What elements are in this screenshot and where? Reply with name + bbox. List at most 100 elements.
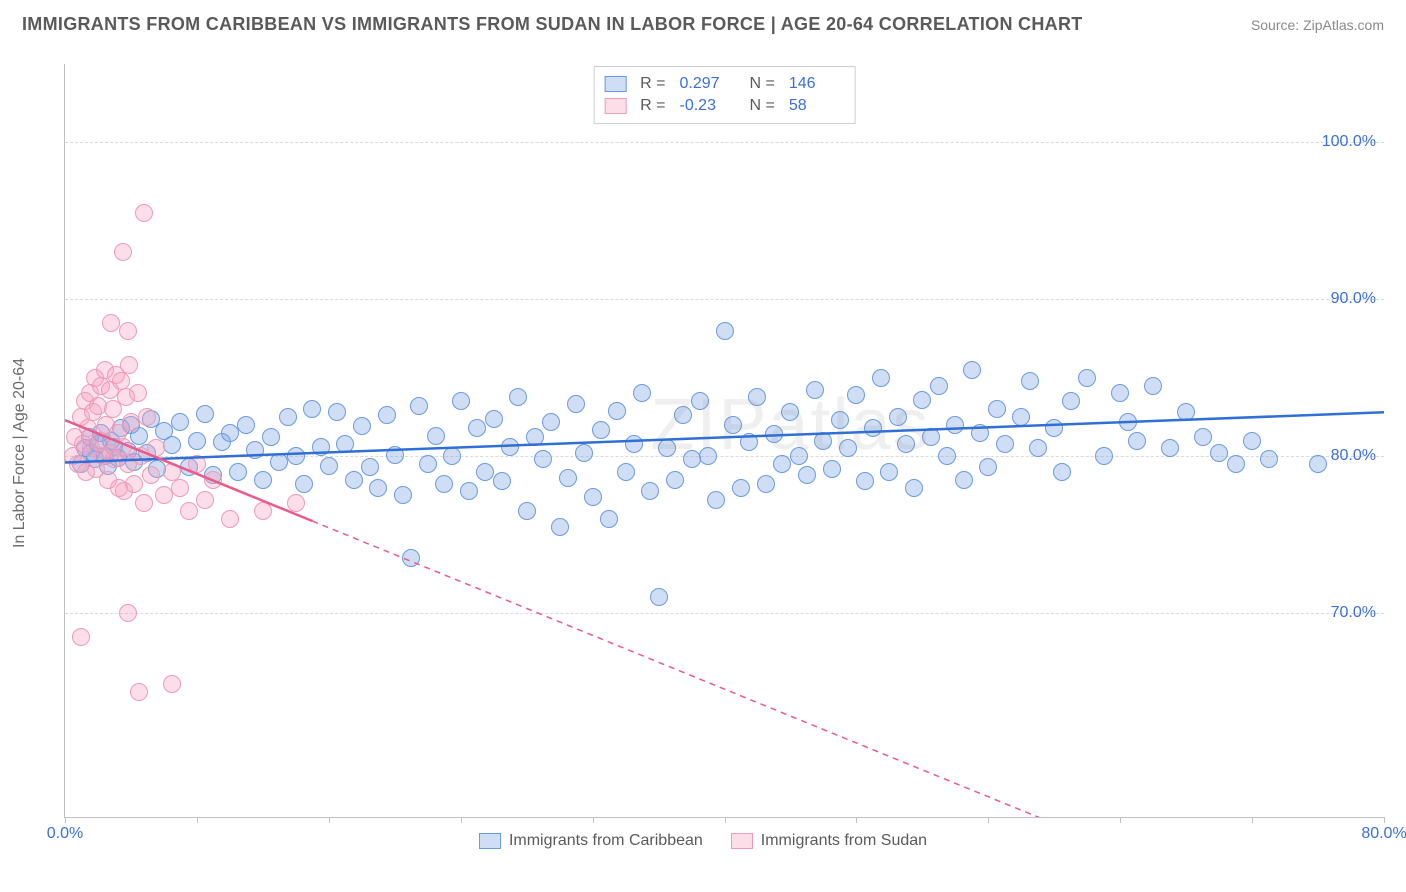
scatter-point — [138, 408, 156, 426]
scatter-point — [650, 588, 668, 606]
scatter-point — [135, 204, 153, 222]
scatter-point — [518, 502, 536, 520]
scatter-point — [864, 419, 882, 437]
legend-item-caribbean: Immigrants from Caribbean — [479, 832, 703, 850]
r-value-sudan: -0.23 — [680, 97, 736, 115]
scatter-point — [1012, 408, 1030, 426]
scatter-point — [988, 400, 1006, 418]
source-link[interactable]: ZipAtlas.com — [1303, 17, 1384, 33]
legend-row-sudan: R = -0.23 N = 58 — [604, 95, 845, 117]
scatter-point — [839, 439, 857, 457]
y-axis-label: In Labor Force | Age 20-64 — [11, 358, 29, 548]
scatter-point — [1309, 455, 1327, 473]
gridline — [65, 613, 1384, 614]
scatter-point — [1194, 428, 1212, 446]
scatter-point — [114, 243, 132, 261]
scatter-point — [402, 549, 420, 567]
ytick-label: 100.0% — [1322, 133, 1376, 151]
scatter-point — [303, 400, 321, 418]
ytick-label: 80.0% — [1331, 447, 1376, 465]
scatter-point — [1062, 392, 1080, 410]
scatter-point — [996, 435, 1014, 453]
scatter-point — [534, 450, 552, 468]
scatter-point — [452, 392, 470, 410]
scatter-point — [1029, 439, 1047, 457]
scatter-point — [460, 482, 478, 500]
scatter-point — [279, 408, 297, 426]
r-label: R = — [640, 75, 665, 93]
scatter-point — [856, 472, 874, 490]
scatter-point — [102, 314, 120, 332]
xtick-mark — [1384, 817, 1385, 823]
scatter-point — [204, 471, 222, 489]
scatter-point — [567, 395, 585, 413]
gridline — [65, 142, 1384, 143]
swatch-caribbean — [479, 833, 501, 849]
scatter-point — [163, 675, 181, 693]
n-value-sudan: 58 — [789, 97, 845, 115]
scatter-point — [740, 433, 758, 451]
ytick-label: 70.0% — [1331, 604, 1376, 622]
scatter-point — [328, 403, 346, 421]
scatter-point — [897, 435, 915, 453]
scatter-point — [880, 463, 898, 481]
scatter-point — [410, 397, 428, 415]
n-label: N = — [750, 97, 775, 115]
scatter-point — [120, 356, 138, 374]
swatch-sudan — [604, 98, 626, 114]
correlation-legend: R = 0.297 N = 146 R = -0.23 N = 58 — [593, 66, 856, 124]
scatter-point — [147, 439, 165, 457]
scatter-point — [658, 439, 676, 457]
scatter-point — [608, 402, 626, 420]
scatter-point — [633, 384, 651, 402]
scatter-point — [378, 406, 396, 424]
xtick-mark — [461, 817, 462, 823]
scatter-point — [246, 441, 264, 459]
scatter-point — [584, 488, 602, 506]
scatter-point — [790, 447, 808, 465]
scatter-point — [971, 424, 989, 442]
legend-label-caribbean: Immigrants from Caribbean — [509, 832, 703, 850]
scatter-point — [1144, 377, 1162, 395]
scatter-point — [369, 479, 387, 497]
scatter-point — [394, 486, 412, 504]
scatter-point — [1260, 450, 1278, 468]
scatter-point — [559, 469, 577, 487]
legend-row-caribbean: R = 0.297 N = 146 — [604, 73, 845, 95]
scatter-point — [1111, 384, 1129, 402]
scatter-point — [691, 392, 709, 410]
scatter-point — [814, 432, 832, 450]
scatter-point — [724, 416, 742, 434]
xtick-mark — [1252, 817, 1253, 823]
scatter-point — [188, 455, 206, 473]
legend-label-sudan: Immigrants from Sudan — [761, 832, 927, 850]
scatter-point — [180, 502, 198, 520]
scatter-point — [1021, 372, 1039, 390]
scatter-point — [592, 421, 610, 439]
swatch-sudan — [731, 833, 753, 849]
scatter-point — [295, 475, 313, 493]
scatter-point — [674, 406, 692, 424]
scatter-point — [641, 482, 659, 500]
scatter-point — [163, 436, 181, 454]
scatter-point — [221, 510, 239, 528]
scatter-point — [963, 361, 981, 379]
scatter-point — [254, 502, 272, 520]
scatter-point — [142, 466, 160, 484]
scatter-point — [125, 475, 143, 493]
scatter-point — [1119, 413, 1137, 431]
legend-item-sudan: Immigrants from Sudan — [731, 832, 927, 850]
scatter-point — [119, 322, 137, 340]
scatter-point — [386, 446, 404, 464]
scatter-point — [1177, 403, 1195, 421]
scatter-point — [542, 413, 560, 431]
scatter-point — [732, 479, 750, 497]
scatter-point — [600, 510, 618, 528]
scatter-point — [551, 518, 569, 536]
scatter-point — [196, 491, 214, 509]
scatter-point — [979, 458, 997, 476]
scatter-point — [707, 491, 725, 509]
scatter-point — [485, 410, 503, 428]
xtick-mark — [856, 817, 857, 823]
scatter-point — [823, 460, 841, 478]
